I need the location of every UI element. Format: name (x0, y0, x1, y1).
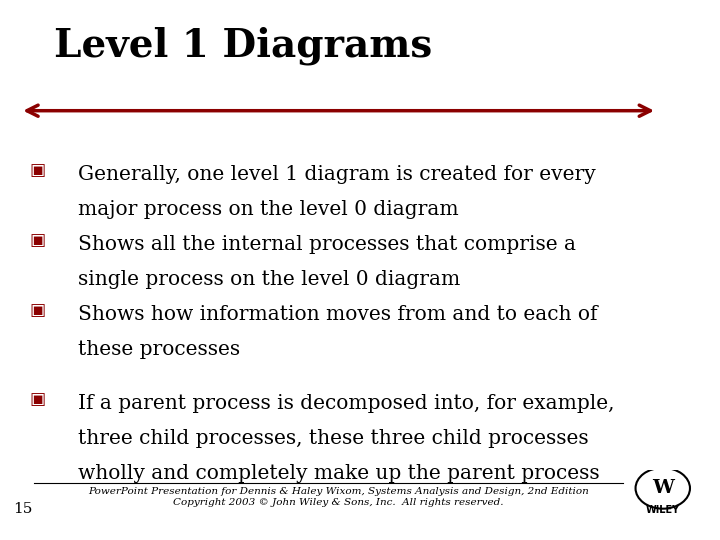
Text: ▣: ▣ (30, 162, 45, 179)
Text: ▣: ▣ (30, 302, 45, 319)
Text: single process on the level 0 diagram: single process on the level 0 diagram (78, 270, 460, 289)
Text: these processes: these processes (78, 340, 240, 359)
Text: WILEY: WILEY (646, 504, 680, 515)
Text: ▣: ▣ (30, 392, 45, 408)
Text: 15: 15 (14, 502, 33, 516)
Text: Generally, one level 1 diagram is created for every: Generally, one level 1 diagram is create… (78, 165, 595, 184)
Text: major process on the level 0 diagram: major process on the level 0 diagram (78, 200, 459, 219)
Text: W: W (652, 480, 674, 497)
Text: PowerPoint Presentation for Dennis & Haley Wixom, Systems Analysis and Design, 2: PowerPoint Presentation for Dennis & Hal… (89, 487, 589, 496)
Text: Shows all the internal processes that comprise a: Shows all the internal processes that co… (78, 235, 576, 254)
Text: Shows how information moves from and to each of: Shows how information moves from and to … (78, 305, 598, 324)
Text: If a parent process is decomposed into, for example,: If a parent process is decomposed into, … (78, 394, 614, 413)
Text: Copyright 2003 © John Wiley & Sons, Inc.  All rights reserved.: Copyright 2003 © John Wiley & Sons, Inc.… (174, 497, 504, 507)
Text: Level 1 Diagrams: Level 1 Diagrams (54, 26, 433, 65)
Text: three child processes, these three child processes: three child processes, these three child… (78, 429, 588, 448)
Text: ▣: ▣ (30, 232, 45, 249)
Text: wholly and completely make up the parent process: wholly and completely make up the parent… (78, 464, 600, 483)
